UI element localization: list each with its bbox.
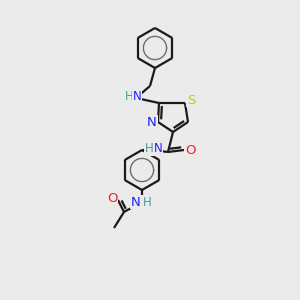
Text: O: O (185, 143, 195, 157)
Text: N: N (131, 196, 141, 208)
Text: N: N (154, 142, 162, 155)
Text: S: S (187, 94, 195, 106)
Text: O: O (107, 193, 117, 206)
Text: H: H (142, 196, 152, 208)
Text: N: N (147, 116, 157, 128)
Text: N: N (133, 91, 141, 103)
Text: H: H (124, 91, 134, 103)
Text: H: H (145, 142, 153, 155)
